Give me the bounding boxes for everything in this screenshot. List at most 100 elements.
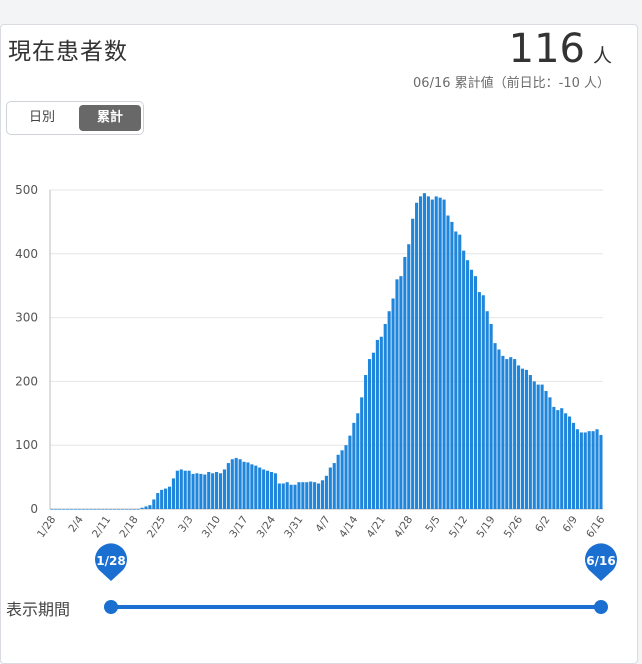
- bar[interactable]: [242, 461, 246, 509]
- bar[interactable]: [458, 234, 462, 509]
- bar[interactable]: [120, 509, 125, 510]
- bar[interactable]: [97, 509, 101, 510]
- bar[interactable]: [230, 459, 234, 509]
- bar[interactable]: [77, 509, 81, 510]
- bar[interactable]: [246, 462, 250, 509]
- bar[interactable]: [364, 375, 368, 509]
- bar[interactable]: [528, 375, 532, 509]
- bar[interactable]: [568, 416, 572, 509]
- bar[interactable]: [73, 509, 77, 510]
- bar[interactable]: [226, 463, 230, 509]
- bar[interactable]: [556, 410, 560, 509]
- bar[interactable]: [324, 475, 328, 509]
- bar[interactable]: [109, 509, 113, 510]
- bar[interactable]: [434, 196, 438, 509]
- bar[interactable]: [152, 499, 156, 509]
- bar[interactable]: [187, 470, 191, 509]
- bar[interactable]: [136, 509, 140, 510]
- range-start-knob[interactable]: [104, 600, 118, 614]
- bar[interactable]: [160, 489, 164, 509]
- bar[interactable]: [215, 472, 219, 509]
- bar[interactable]: [336, 454, 340, 509]
- bar[interactable]: [320, 480, 325, 509]
- bar[interactable]: [344, 445, 348, 509]
- bar[interactable]: [579, 432, 583, 509]
- bar[interactable]: [356, 413, 360, 509]
- bar[interactable]: [132, 509, 136, 510]
- bar[interactable]: [164, 488, 168, 509]
- bar[interactable]: [273, 473, 277, 509]
- bar[interactable]: [340, 450, 344, 509]
- bar[interactable]: [481, 295, 485, 509]
- bar[interactable]: [415, 202, 419, 509]
- bar[interactable]: [422, 193, 427, 509]
- bar[interactable]: [140, 507, 144, 509]
- bar[interactable]: [309, 481, 313, 509]
- bar[interactable]: [128, 509, 132, 510]
- bar[interactable]: [383, 323, 387, 509]
- bar[interactable]: [403, 256, 407, 509]
- bar[interactable]: [438, 197, 442, 509]
- bar[interactable]: [583, 432, 587, 509]
- bar[interactable]: [167, 486, 172, 509]
- bar[interactable]: [360, 397, 364, 509]
- bar[interactable]: [489, 323, 493, 509]
- bar[interactable]: [524, 369, 528, 509]
- bar[interactable]: [485, 311, 489, 509]
- bar[interactable]: [191, 473, 195, 509]
- bar[interactable]: [258, 467, 262, 509]
- bar[interactable]: [211, 473, 215, 509]
- bar[interactable]: [513, 359, 517, 509]
- bar[interactable]: [462, 250, 466, 510]
- range-end-knob[interactable]: [594, 600, 608, 614]
- range-end-handle[interactable]: 6/16: [581, 543, 621, 583]
- bar[interactable]: [352, 422, 356, 509]
- bar[interactable]: [175, 470, 179, 509]
- bar[interactable]: [509, 357, 513, 509]
- bar[interactable]: [367, 359, 372, 509]
- bar[interactable]: [473, 276, 477, 509]
- bar[interactable]: [266, 470, 270, 509]
- bar[interactable]: [101, 509, 105, 510]
- bar[interactable]: [548, 397, 552, 509]
- bar[interactable]: [179, 469, 183, 509]
- bar[interactable]: [469, 269, 474, 509]
- bar[interactable]: [124, 509, 128, 510]
- bar[interactable]: [540, 384, 544, 509]
- toggle-daily-button[interactable]: 日別: [28, 110, 55, 125]
- bar[interactable]: [411, 218, 415, 509]
- bar[interactable]: [571, 422, 576, 509]
- bar[interactable]: [348, 435, 352, 509]
- bar[interactable]: [371, 352, 376, 509]
- bar[interactable]: [552, 406, 556, 509]
- bar[interactable]: [375, 339, 379, 509]
- bar[interactable]: [560, 408, 564, 509]
- bar[interactable]: [532, 381, 536, 509]
- bar[interactable]: [387, 311, 391, 509]
- range-start-handle[interactable]: 1/28: [91, 543, 131, 583]
- bar[interactable]: [450, 221, 454, 509]
- bar[interactable]: [454, 231, 458, 509]
- bar[interactable]: [517, 365, 521, 509]
- bar[interactable]: [148, 505, 152, 509]
- bar[interactable]: [65, 509, 70, 510]
- bar[interactable]: [81, 509, 85, 510]
- bar[interactable]: [564, 413, 568, 509]
- bar[interactable]: [62, 509, 66, 510]
- bar[interactable]: [262, 469, 266, 509]
- bar[interactable]: [379, 336, 383, 509]
- bar[interactable]: [442, 199, 446, 509]
- bar[interactable]: [203, 474, 207, 509]
- bar[interactable]: [250, 464, 254, 509]
- bar[interactable]: [116, 509, 121, 510]
- bar[interactable]: [536, 384, 540, 509]
- bar[interactable]: [587, 431, 591, 509]
- bar[interactable]: [207, 472, 211, 509]
- bar[interactable]: [591, 431, 595, 509]
- bar[interactable]: [254, 465, 258, 509]
- bar[interactable]: [183, 470, 187, 509]
- bar[interactable]: [269, 472, 274, 509]
- bar[interactable]: [293, 484, 297, 509]
- bar[interactable]: [599, 434, 603, 509]
- bar[interactable]: [544, 390, 548, 509]
